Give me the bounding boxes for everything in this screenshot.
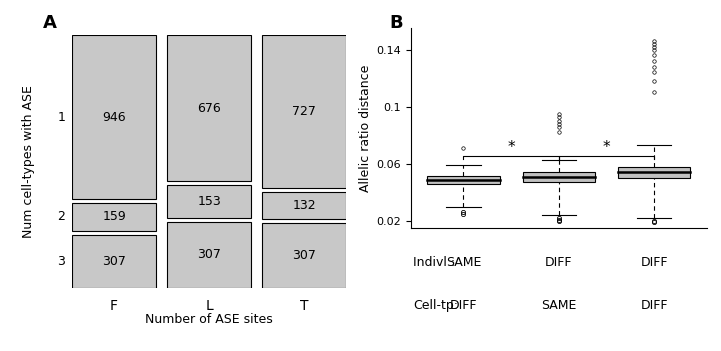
Bar — [618, 167, 691, 178]
Bar — [262, 192, 346, 219]
Text: L: L — [205, 299, 213, 313]
Text: *: * — [508, 140, 515, 154]
Text: Num cell-types with ASE: Num cell-types with ASE — [22, 85, 35, 238]
Bar — [427, 176, 500, 184]
Bar — [72, 234, 156, 288]
Text: Number of ASE sites: Number of ASE sites — [145, 313, 273, 326]
Text: DIFF: DIFF — [450, 299, 477, 312]
Text: DIFF: DIFF — [640, 299, 668, 312]
Bar — [72, 203, 156, 231]
Text: DIFF: DIFF — [545, 256, 572, 269]
Y-axis label: Allelic ratio distance: Allelic ratio distance — [359, 65, 372, 192]
Text: T: T — [300, 299, 309, 313]
Text: Cell-tp:: Cell-tp: — [413, 299, 458, 312]
Text: *: * — [603, 140, 610, 154]
Text: SAME: SAME — [541, 299, 577, 312]
Text: SAME: SAME — [446, 256, 481, 269]
Text: B: B — [389, 14, 403, 32]
Text: 153: 153 — [198, 195, 221, 208]
Text: A: A — [43, 14, 57, 32]
Bar — [167, 35, 251, 181]
Text: 2: 2 — [58, 211, 66, 224]
Text: 307: 307 — [197, 248, 221, 261]
Text: 307: 307 — [292, 249, 316, 262]
Text: 676: 676 — [198, 101, 221, 114]
Text: 946: 946 — [102, 111, 126, 124]
Bar — [262, 223, 346, 288]
Text: 3: 3 — [58, 255, 66, 268]
Text: F: F — [110, 299, 118, 313]
Bar — [262, 35, 346, 188]
Bar — [523, 172, 595, 182]
Text: 1: 1 — [58, 111, 66, 124]
Text: 159: 159 — [102, 211, 126, 224]
Text: 132: 132 — [292, 199, 316, 212]
Text: 307: 307 — [102, 255, 126, 268]
Bar — [167, 221, 251, 288]
Bar — [72, 35, 156, 199]
Text: DIFF: DIFF — [640, 256, 668, 269]
Bar — [167, 185, 251, 218]
Text: 727: 727 — [292, 105, 316, 118]
Text: Indivl :: Indivl : — [413, 256, 455, 269]
